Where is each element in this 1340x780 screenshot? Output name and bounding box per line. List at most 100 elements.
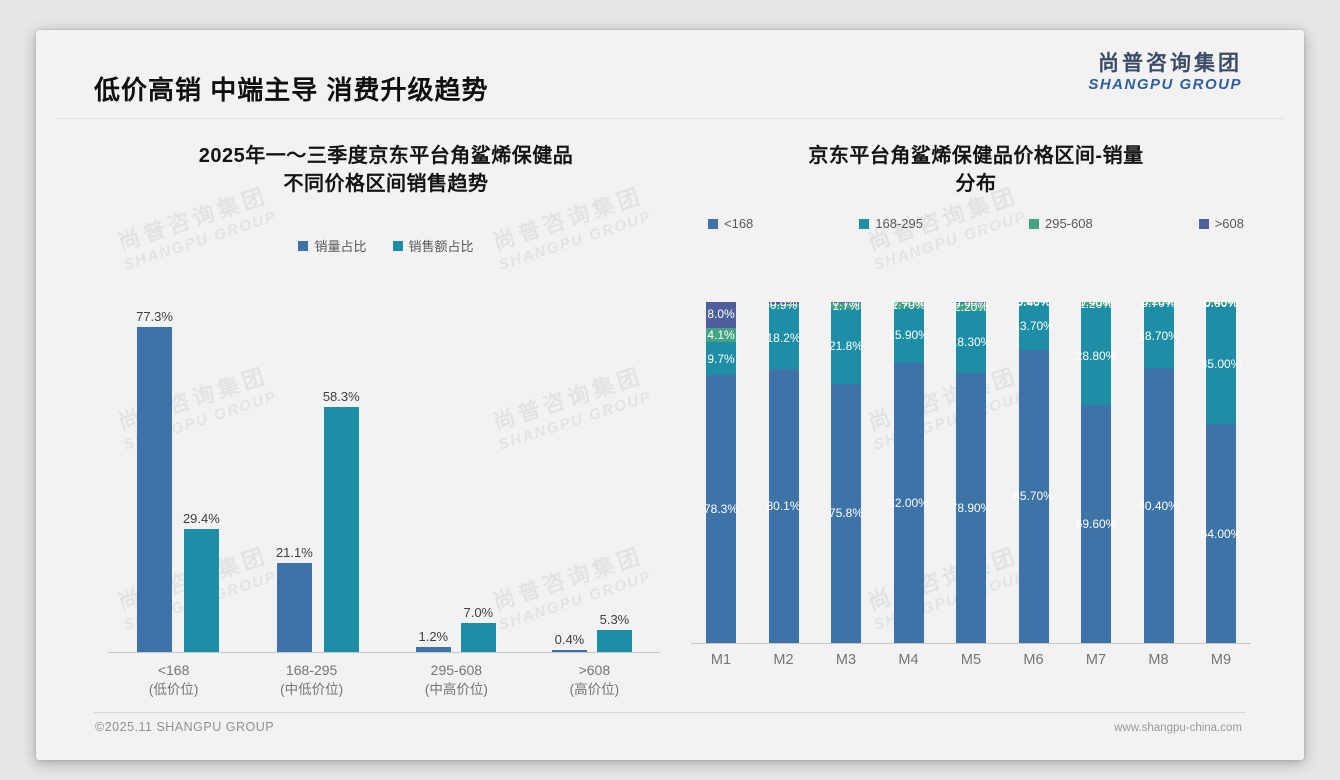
legend-label: 168-295 [875, 216, 923, 231]
stacked-bar: 78.3% 9.7% 4.1% 8.0% [703, 302, 739, 643]
bar-segment: 18.30% [951, 310, 991, 374]
left-chart-plot: 77.3% 29.4% 21.1% 58.3% 1.2% 7.0% 0.4% 5.3% [108, 298, 660, 653]
bar-column: 5.3% [596, 612, 632, 652]
segment-value-label: 69.60% [1075, 516, 1117, 531]
bar-segment: 2.20% [953, 302, 989, 314]
bar-segment: 18.2% [766, 306, 801, 370]
segment-value-label: 0.40% [891, 302, 925, 309]
segment-value-label: 1.20% [1078, 302, 1114, 312]
segment-value-label: 80.40% [1138, 498, 1179, 513]
bar-segment: 80.40% [1138, 368, 1179, 643]
stacked-bar: 78.90% 18.30% 2.20% 0.60% [951, 302, 991, 643]
category-label: <168 (低价位) [149, 660, 199, 700]
legend-label: 销售额占比 [408, 239, 474, 254]
segment-value-label: 0.9% [769, 302, 798, 313]
bar [137, 327, 172, 652]
category-label-range: <168 [157, 662, 190, 678]
right-chart-x-axis: M1 M2 M3 M4 M5 M6 M7 M8 M9 [691, 652, 1251, 668]
logo-text-en: SHANGPU GROUP [1088, 76, 1242, 94]
segment-value-label: 64.00% [1200, 526, 1242, 541]
footer-copyright: ©2025.11 SHANGPU GROUP [95, 720, 275, 734]
category-label: M7 [1085, 652, 1107, 668]
legend-item: 销量占比 [298, 236, 367, 255]
category-label: M6 [1023, 652, 1044, 668]
bar-segment: 82.00% [888, 362, 929, 643]
bar-column: 77.3% [136, 309, 173, 652]
stacked-bar: 85.70% 13.70% 0.40%0.20% [1013, 302, 1054, 643]
bar-column: 58.3% [323, 389, 360, 652]
legend-label: 销量占比 [314, 239, 367, 254]
bar-segment: 78.3% [703, 375, 739, 643]
legend-item: <168 [708, 216, 753, 231]
bar-segment: 18.70% [1138, 304, 1179, 369]
bar-segment: 0.8% [768, 302, 799, 309]
bar-group: 77.3% 29.4% [136, 309, 220, 652]
bar-column: 0.4% [551, 632, 587, 652]
category-label: 168-295 (中低价位) [280, 660, 343, 700]
bar-segment: 0.40% [1016, 302, 1051, 309]
header-divider [56, 118, 1284, 119]
stacked-bar: 80.1% 18.2% 0.9% 0.8% [766, 302, 801, 643]
segment-value-label: 15.90% [888, 328, 929, 343]
bar [276, 563, 312, 652]
bar-value-label: 21.1% [275, 545, 313, 561]
bar-segment: 1.70% [891, 302, 925, 312]
segment-value-label: 80.1% [766, 499, 801, 514]
segment-value-label: 18.2% [766, 330, 801, 345]
bar [460, 622, 496, 652]
segment-value-label: 0.7% [832, 302, 860, 310]
stacked-bar: 82.00% 15.90% 1.70%0.40% [888, 302, 929, 643]
category-label: M9 [1210, 652, 1232, 668]
legend-swatch [298, 240, 309, 251]
category-label: M8 [1148, 652, 1169, 668]
legend-swatch [1028, 218, 1039, 229]
bar-segment: 21.8% [829, 309, 863, 384]
legend-swatch [392, 240, 403, 251]
bar [596, 629, 632, 652]
segment-value-label: 85.70% [1013, 489, 1054, 504]
slide: 尚普咨询集团 SHANGPU GROUP 尚普咨询集团 SHANGPU GROUP 尚普… [36, 30, 1304, 760]
bar-segment: 1.7% [831, 302, 861, 313]
bar [551, 650, 587, 652]
segment-value-label: 2.20% [953, 302, 989, 314]
bar-segment: 1.20% [1079, 302, 1113, 311]
bar-value-label: 7.0% [463, 604, 494, 620]
category-label: M4 [898, 652, 919, 668]
segment-value-label: 9.7% [707, 351, 735, 366]
segment-value-label: 1.7% [832, 302, 860, 314]
category-label-tier: (低价位) [148, 682, 199, 698]
segment-value-label: 78.90% [950, 501, 992, 516]
legend-item: 168-295 [859, 216, 923, 231]
bar [415, 646, 451, 652]
bar-segment: 78.90% [951, 373, 991, 643]
logo-text-cn: 尚普咨询集团 [1098, 52, 1242, 75]
category-label: 295-608 (中高价位) [425, 660, 488, 700]
category-label: M2 [773, 652, 794, 668]
legend-item: 销售额占比 [392, 236, 474, 255]
segment-value-label: 18.30% [950, 334, 992, 349]
right-chart-title-line2: 分布 [955, 173, 997, 195]
segment-value-label: 1.70% [891, 302, 926, 313]
segment-value-label: 18.70% [1138, 329, 1179, 344]
footer-divider [94, 712, 1246, 713]
segment-value-label: 0.8% [769, 302, 798, 310]
bar-value-label: 0.4% [554, 632, 585, 648]
right-chart-title-line1: 京东平台角鲨烯保健品价格区间-销量 [808, 145, 1144, 167]
right-chart-title: 京东平台角鲨烯保健品价格区间-销量 分布 [696, 142, 1256, 198]
category-label: M1 [710, 652, 732, 668]
category-label: M5 [960, 652, 982, 668]
page-title: 低价高销 中端主导 消费升级趋势 [94, 75, 489, 105]
category-label: >608 (高价位) [570, 660, 620, 700]
bar-segment: 4.1% [706, 328, 736, 343]
bar-segment: 0.60% [954, 302, 988, 309]
bar-value-label: 1.2% [418, 628, 449, 644]
left-chart-title: 2025年一～三季度京东平台角鲨烯保健品 不同价格区间销售趋势 [106, 142, 666, 198]
legend-item: 295-608 [1028, 216, 1093, 231]
bar-segment: 69.60% [1076, 404, 1116, 643]
bar-value-label: 58.3% [322, 389, 360, 405]
bar-group: 1.2% 7.0% [415, 604, 496, 652]
right-chart-legend: <168 168-295 295-608 >608 [708, 216, 1244, 231]
footer-website: www.shangpu-china.com [1114, 722, 1242, 734]
segment-value-label: 78.3% [703, 502, 739, 517]
segment-value-label: 0.20% [1141, 302, 1175, 308]
